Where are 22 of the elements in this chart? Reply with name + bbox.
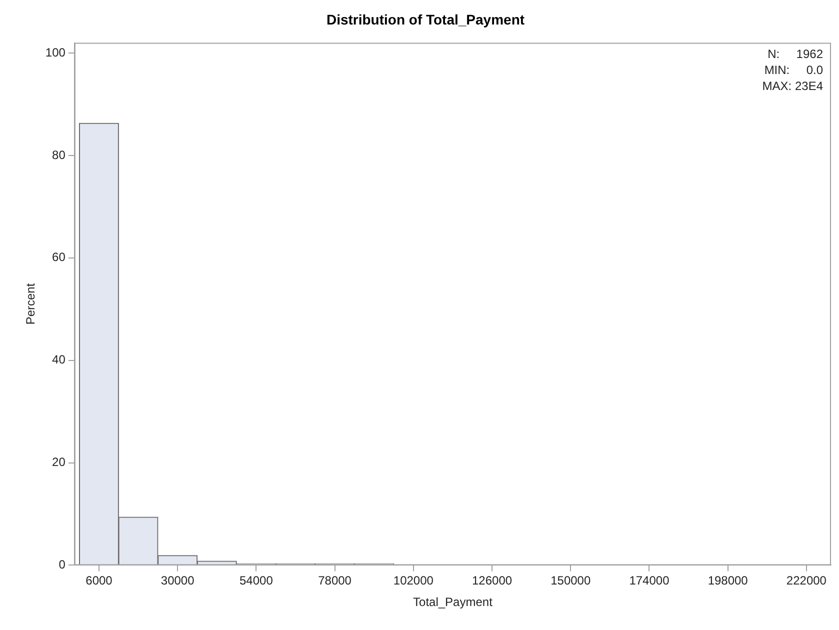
- x-tick-label: 6000: [86, 574, 113, 588]
- x-tick-label: 30000: [160, 574, 195, 588]
- y-tick-label: 80: [52, 148, 66, 162]
- x-tick-label: 150000: [550, 574, 591, 588]
- annotation: N: 1962: [768, 47, 824, 62]
- x-tick-label: 222000: [786, 574, 827, 588]
- y-tick-label: 20: [52, 455, 66, 470]
- x-tick-label: 174000: [629, 574, 670, 588]
- y-tick-label: 40: [52, 352, 66, 367]
- annotation: MIN: 0.0: [764, 63, 824, 78]
- chart-title: Distribution of Total_Payment: [326, 11, 525, 28]
- x-tick-label: 102000: [393, 574, 434, 588]
- annotation: MAX: 23E4: [762, 79, 824, 94]
- x-tick-label: 78000: [318, 574, 352, 588]
- y-tick-label: 100: [45, 45, 66, 60]
- y-tick-label: 60: [52, 250, 66, 264]
- x-tick-label: 126000: [472, 574, 512, 588]
- x-axis-title: Total_Payment: [413, 595, 494, 610]
- y-tick-label: 0: [58, 558, 66, 572]
- y-axis-title: Percent: [24, 282, 38, 325]
- x-tick-label: 54000: [240, 574, 274, 588]
- x-tick-label: 198000: [708, 574, 748, 588]
